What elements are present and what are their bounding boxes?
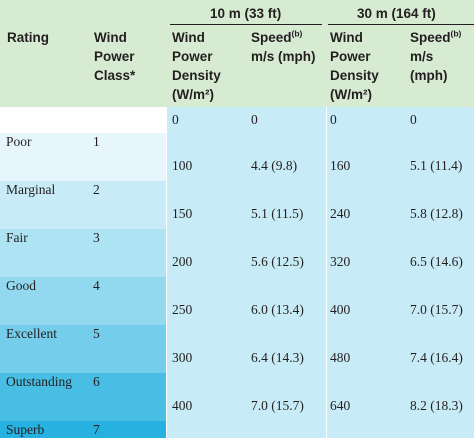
rating-label-fair: Fair <box>6 230 28 245</box>
class-2: 2 <box>93 182 100 197</box>
header-group-30m: 30 m (164 ft) <box>357 6 436 21</box>
density-30m-2: 240 <box>330 206 351 221</box>
header-d30-line-1: Wind <box>330 30 363 45</box>
header-rating: Rating <box>7 30 49 45</box>
header-density-10m: Wind Power Density (W/m²) <box>172 28 242 104</box>
rating-label-excellent: Excellent <box>6 326 57 341</box>
rating-band-2 <box>0 181 166 229</box>
speed-10m-5: 6.4 (14.3) <box>251 350 304 365</box>
header-speed-10m: Speed(b) m/s (mph) <box>251 28 331 66</box>
speed-30m-5: 7.4 (16.4) <box>410 350 463 365</box>
rating-label-outstanding: Outstanding <box>6 374 72 389</box>
column-divider-2 <box>326 107 327 438</box>
speed-10m-4: 6.0 (13.4) <box>251 302 304 317</box>
speed-30m-1: 5.1 (11.4) <box>410 158 463 173</box>
header-s30-line-1: Speed(b) <box>410 28 474 47</box>
header-d10-line-3: Density <box>172 68 221 83</box>
header-s30-line-3: (mph) <box>410 68 448 83</box>
header-wpc-line-2: Power <box>94 49 135 64</box>
column-divider-1 <box>166 107 167 438</box>
header-speed-30m: Speed(b) m/s (mph) <box>410 28 474 85</box>
rating-band-3 <box>0 229 166 277</box>
header-group-10m: 10 m (33 ft) <box>210 6 282 21</box>
class-6: 6 <box>93 374 100 389</box>
rating-band-7 <box>0 421 166 438</box>
class-1: 1 <box>93 134 100 149</box>
table-header: Rating Wind Power Class* 10 m (33 ft) 30… <box>0 0 474 107</box>
group-30m-underline <box>328 24 474 25</box>
rating-label-marginal: Marginal <box>6 182 56 197</box>
data-area <box>166 107 474 438</box>
header-wpc-line-3: Class* <box>94 68 136 83</box>
speed-30m-0: 0 <box>410 112 417 127</box>
speed-10m-3: 5.6 (12.5) <box>251 254 304 269</box>
speed-10m-6: 7.0 (15.7) <box>251 398 304 413</box>
speed-30m-2: 5.8 (12.8) <box>410 206 463 221</box>
rating-band-1 <box>0 133 166 181</box>
class-4: 4 <box>93 278 100 293</box>
density-10m-1: 100 <box>172 158 193 173</box>
header-d30-line-3: Density <box>330 68 379 83</box>
header-d30-line-4: (W/m²) <box>330 87 372 102</box>
header-wpc-line-1: Wind <box>94 30 127 45</box>
speed-10m-0: 0 <box>251 112 258 127</box>
rating-label-poor: Poor <box>6 134 32 149</box>
rating-band-5 <box>0 325 166 373</box>
header-s30-speed: Speed <box>410 30 451 45</box>
header-s10-speed: Speed <box>251 30 292 45</box>
speed-10m-2: 5.1 (11.5) <box>251 206 304 221</box>
density-10m-5: 300 <box>172 350 193 365</box>
header-d30-line-2: Power <box>330 49 371 64</box>
rating-column <box>0 107 166 438</box>
speed-30m-4: 7.0 (15.7) <box>410 302 463 317</box>
header-s10-sup: (b) <box>291 28 303 39</box>
density-30m-0: 0 <box>330 112 337 127</box>
header-s10-line-1: Speed(b) <box>251 28 331 47</box>
density-10m-0: 0 <box>172 112 179 127</box>
density-30m-4: 400 <box>330 302 351 317</box>
density-10m-2: 150 <box>172 206 193 221</box>
speed-10m-1: 4.4 (9.8) <box>251 158 298 173</box>
header-s30-line-2: m/s <box>410 49 434 64</box>
rating-band-4 <box>0 277 166 325</box>
rating-label-good: Good <box>6 278 36 293</box>
speed-30m-6: 8.2 (18.3) <box>410 398 463 413</box>
class-5: 5 <box>93 326 100 341</box>
group-10m-underline <box>170 24 322 25</box>
rating-label-superb: Superb <box>6 422 45 437</box>
density-10m-6: 400 <box>172 398 193 413</box>
header-s30-sup: (b) <box>450 28 462 39</box>
header-density-30m: Wind Power Density (W/m²) <box>330 28 402 104</box>
header-d10-line-2: Power <box>172 49 213 64</box>
rating-band-6 <box>0 373 166 421</box>
speed-30m-3: 6.5 (14.6) <box>410 254 463 269</box>
density-30m-3: 320 <box>330 254 351 269</box>
density-30m-5: 480 <box>330 350 351 365</box>
density-10m-4: 250 <box>172 302 193 317</box>
density-30m-6: 640 <box>330 398 351 413</box>
density-30m-1: 160 <box>330 158 351 173</box>
header-d10-line-4: (W/m²) <box>172 87 214 102</box>
rating-band-0 <box>0 107 166 133</box>
class-3: 3 <box>93 230 100 245</box>
header-s10-line-2: m/s (mph) <box>251 49 316 64</box>
header-d10-line-1: Wind <box>172 30 205 45</box>
header-wind-power-class: Wind Power Class* <box>94 28 164 85</box>
class-7: 7 <box>93 422 100 437</box>
density-10m-3: 200 <box>172 254 193 269</box>
